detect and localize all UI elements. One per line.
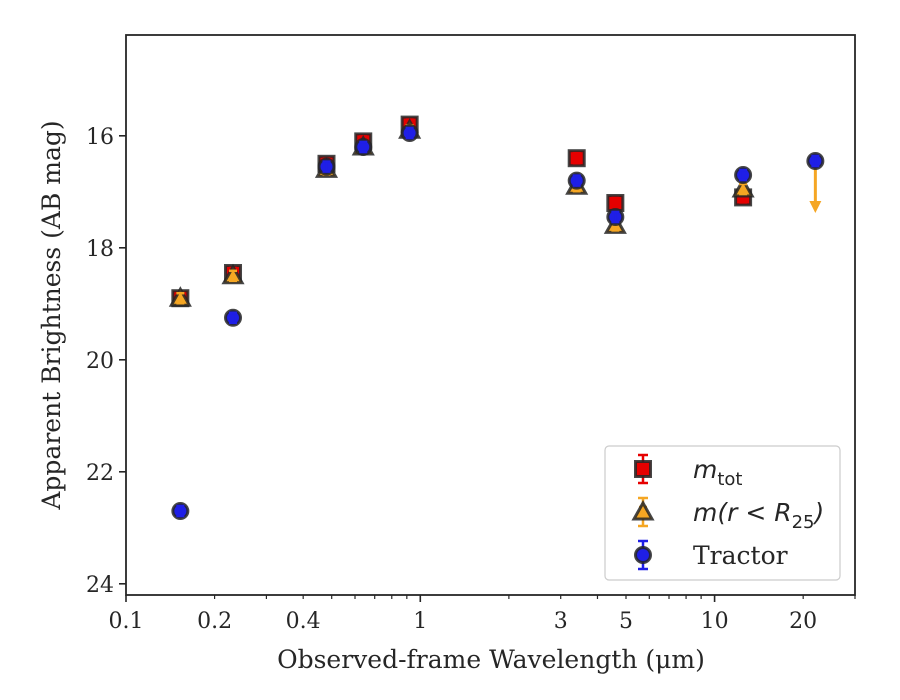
series-3-errorbar-3	[322, 160, 331, 173]
y-tick-label: 18	[86, 237, 114, 262]
series-3-errorbar-6	[572, 174, 581, 187]
series-3-errorbar-2	[229, 311, 238, 325]
y-tick-label: 16	[86, 125, 114, 150]
series-2-errorbar-1	[176, 291, 185, 305]
legend-marker-1	[634, 460, 652, 478]
x-tick-label: 20	[789, 609, 817, 634]
legend-label-2: m(r < R25)	[693, 498, 824, 533]
y-tick-label: 22	[86, 461, 114, 486]
plot-area	[168, 115, 825, 520]
x-axis-label: Observed-frame Wavelength (μm)	[277, 645, 705, 674]
legend-marker-3	[634, 546, 652, 564]
y-axis-label: Apparent Brightness (AB mag)	[37, 120, 66, 510]
y-tick-label: 20	[86, 349, 114, 374]
series-3-errorbar-1	[176, 504, 185, 518]
series-2	[168, 118, 822, 307]
series-3-errorbar-7	[611, 210, 620, 224]
x-tick-label: 5	[619, 609, 633, 634]
legend: mtot m(r < R25) Tractor	[604, 445, 841, 581]
axes: 0.1 0.2 0.4 1 3 5 10 20 16 18 20 22 24	[86, 34, 856, 634]
series-3	[171, 124, 825, 520]
series-3-errorbar-8	[739, 168, 748, 182]
legend-label-1: mtot	[693, 455, 743, 490]
series-3-errorbar-4	[359, 140, 368, 154]
series-1-errorbar-6	[572, 151, 581, 165]
x-tick-label: 0.1	[109, 609, 144, 634]
x-tick-label: 10	[701, 609, 729, 634]
legend-box	[604, 445, 841, 581]
legend-marker-2	[631, 499, 655, 521]
x-tick-label: 0.2	[197, 609, 232, 634]
series-2-errorbar-2	[229, 269, 238, 283]
plot-frame	[125, 34, 856, 596]
y-tick-label: 24	[86, 573, 114, 598]
x-tick-label: 0.4	[286, 609, 321, 634]
series-1	[171, 115, 753, 308]
series-3-errorbar-5	[405, 126, 414, 140]
x-tick-label: 1	[413, 609, 427, 634]
legend-label-3: Tractor	[693, 541, 788, 570]
x-tick-label: 3	[554, 609, 568, 634]
series-3-errorbar-9	[811, 154, 820, 168]
